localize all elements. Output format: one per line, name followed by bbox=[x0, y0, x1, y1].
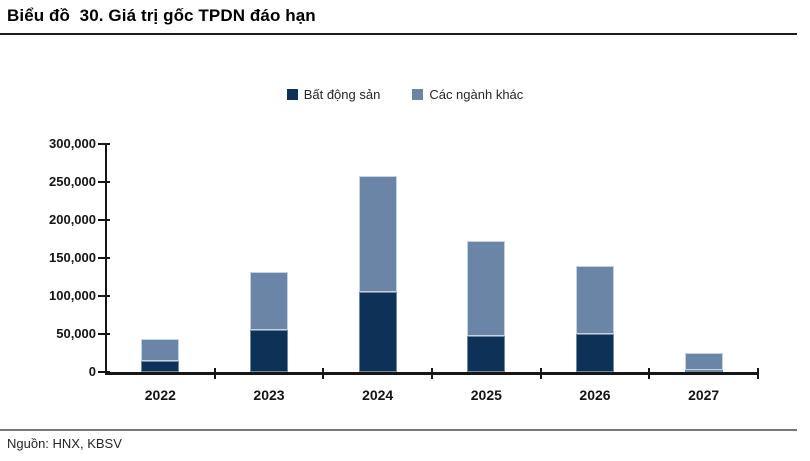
bar-segment-bat-dong-san bbox=[358, 292, 397, 372]
x-axis-tick bbox=[322, 368, 325, 379]
legend-swatch-light bbox=[412, 89, 424, 100]
y-axis-tick bbox=[98, 219, 110, 221]
x-tick-label: 2025 bbox=[470, 387, 502, 403]
source-note: Nguồn: HNX, KBSV bbox=[7, 436, 122, 451]
y-tick-label: 200,000 bbox=[49, 212, 96, 227]
y-axis-tick bbox=[98, 371, 110, 373]
footer-rule bbox=[0, 429, 797, 431]
bar-segment-bat-dong-san bbox=[576, 334, 614, 372]
bar-segment-bat-dong-san bbox=[250, 330, 288, 372]
x-tick-label: 2022 bbox=[144, 387, 176, 403]
legend-swatch-dark bbox=[286, 89, 298, 100]
x-tick-label: 2027 bbox=[688, 387, 720, 403]
y-axis-tick bbox=[98, 143, 110, 145]
x-axis-tick bbox=[757, 368, 759, 379]
y-axis-tick bbox=[98, 295, 110, 297]
legend: Bất động sản Các ngành khác bbox=[0, 87, 810, 102]
y-axis-tick bbox=[98, 333, 110, 335]
bar-segment-cac-nganh-khac bbox=[684, 353, 723, 370]
legend-item-bat-dong-san: Bất động sản bbox=[286, 87, 381, 102]
title-underline bbox=[0, 33, 797, 35]
x-tick-label: 2023 bbox=[253, 387, 285, 403]
y-axis-tick bbox=[98, 257, 110, 259]
bar-segment-cac-nganh-khac bbox=[250, 272, 288, 331]
chart-title: Biểu đồ 30. Giá trị gốc TPDN đáo hạn bbox=[7, 6, 316, 25]
legend-label-cac-nganh-khac: Các ngành khác bbox=[429, 87, 524, 102]
y-tick-label: 300,000 bbox=[49, 136, 96, 151]
x-axis-tick bbox=[213, 368, 216, 379]
x-axis-tick bbox=[539, 368, 542, 379]
bar-segment-bat-dong-san bbox=[684, 369, 723, 372]
y-tick-label: 0 bbox=[88, 364, 96, 379]
bar-segment-bat-dong-san bbox=[141, 360, 180, 372]
x-axis-tick bbox=[431, 368, 433, 379]
y-tick-label: 50,000 bbox=[56, 326, 96, 341]
y-tick-label: 250,000 bbox=[49, 174, 96, 189]
x-tick-label: 2024 bbox=[362, 387, 394, 403]
bar-segment-cac-nganh-khac bbox=[576, 266, 614, 334]
y-tick-label: 100,000 bbox=[49, 288, 96, 303]
y-tick-label: 150,000 bbox=[49, 250, 96, 265]
y-axis-tick bbox=[98, 181, 110, 183]
legend-label-bat-dong-san: Bất động sản bbox=[303, 87, 381, 102]
x-tick-label: 2026 bbox=[579, 387, 611, 403]
bar-segment-cac-nganh-khac bbox=[467, 240, 506, 336]
x-axis-tick bbox=[648, 368, 651, 379]
bar-segment-cac-nganh-khac bbox=[358, 175, 397, 293]
bar-segment-bat-dong-san bbox=[467, 335, 506, 372]
bar-segment-cac-nganh-khac bbox=[141, 339, 180, 361]
legend-item-cac-nganh-khac: Các ngành khác bbox=[412, 87, 523, 102]
